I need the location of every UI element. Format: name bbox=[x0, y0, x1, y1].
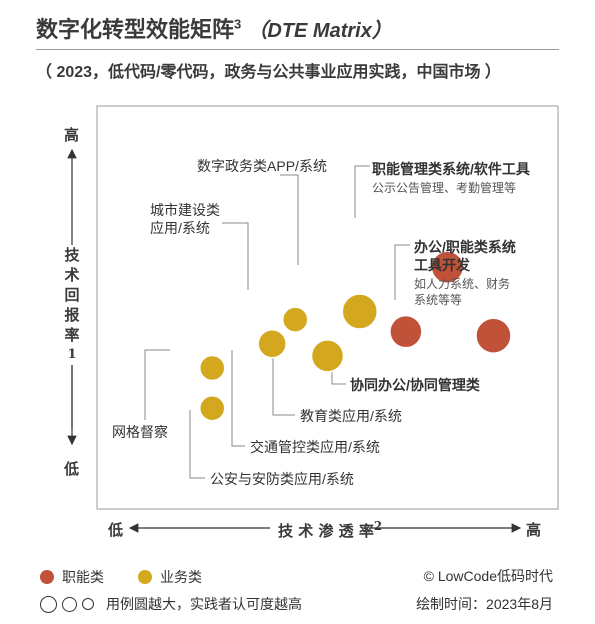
bubble-label-1: 工具开发 bbox=[414, 257, 471, 273]
bubble-7 bbox=[199, 354, 226, 382]
connector-lines bbox=[144, 165, 410, 479]
legend-biz: 业务类 bbox=[138, 567, 202, 587]
y-axis-label-char: 率 bbox=[64, 326, 80, 344]
y-axis-low: 低 bbox=[64, 460, 80, 478]
legend-biz-label: 业务类 bbox=[160, 569, 202, 585]
bubble-8 bbox=[199, 395, 226, 422]
bubble-3 bbox=[341, 293, 379, 330]
bubble-label-3: 数字政务类APP/系统 bbox=[197, 158, 327, 174]
y-axis-label-char: 术 bbox=[64, 266, 80, 284]
bubble-4 bbox=[281, 306, 309, 333]
page-subtitle: （ 2023，低代码/零代码，政务与公共事业应用实践，中国市场 ） bbox=[36, 64, 501, 81]
y-axis-label-char: 报 bbox=[64, 306, 80, 324]
legend-circle-medium-icon bbox=[62, 596, 77, 612]
bubble-label-5: 教育类应用/系统 bbox=[300, 408, 402, 424]
legend-job-swatch bbox=[40, 570, 54, 584]
legend-size-note: 用例圆越大，实践者认可度越高 bbox=[106, 596, 302, 612]
title-divider bbox=[36, 49, 559, 50]
title-text: 数字化转型效能矩阵 bbox=[36, 17, 235, 42]
title-superscript: 3 bbox=[234, 16, 242, 32]
connector-7 bbox=[144, 349, 170, 420]
x-axis-label: 技 术 渗 透 率2 bbox=[278, 519, 382, 541]
connector-1 bbox=[394, 244, 410, 300]
x-axis-label-text: 技 术 渗 透 率 bbox=[278, 522, 374, 540]
connector-4 bbox=[222, 222, 249, 290]
connector-3 bbox=[280, 174, 299, 265]
bubble-2 bbox=[389, 314, 423, 349]
y-axis-label-char: 技 bbox=[64, 246, 80, 264]
bubble-6 bbox=[257, 329, 287, 359]
legend-circle-small-icon bbox=[82, 598, 94, 610]
copyright: © LowCode低码时代 bbox=[423, 568, 553, 584]
y-axis-high: 高 bbox=[64, 126, 80, 144]
bubble-label-4: 应用/系统 bbox=[150, 220, 210, 236]
legend-job-label: 职能类 bbox=[62, 569, 104, 585]
y-axis-superscript: 1 bbox=[67, 347, 77, 362]
y-axis-label: 技术回报率 1 bbox=[60, 245, 84, 365]
legend-circle-large-icon bbox=[40, 595, 57, 613]
x-axis-high: 高 bbox=[526, 521, 542, 539]
connector-5 bbox=[272, 355, 295, 416]
bubble-note-0: 公示公告管理、考勤管理等 bbox=[372, 180, 516, 195]
x-axis-low: 低 bbox=[108, 521, 124, 539]
bubble-0 bbox=[430, 250, 465, 284]
y-axis-label-char: 回 bbox=[64, 286, 80, 304]
connector-6 bbox=[231, 350, 245, 447]
bubble-5 bbox=[310, 339, 345, 373]
bubble-label-0: 职能管理类系统/软件工具 bbox=[372, 161, 530, 177]
label-layer: 职能管理类系统/软件工具公示公告管理、考勤管理等办公/职能类系统工具开发如人力系… bbox=[112, 158, 530, 487]
legend-job: 职能类 bbox=[40, 567, 104, 587]
connector-0 bbox=[354, 165, 370, 218]
draw-date: 绘制时间：2023年8月 bbox=[416, 596, 553, 612]
bubble-label-7: 网格督察 bbox=[112, 424, 168, 440]
page-title: 数字化转型效能矩阵3 （DTE Matrix） bbox=[36, 12, 392, 44]
legend-size: 用例圆越大，实践者认可度越高 bbox=[40, 594, 302, 614]
connector-8 bbox=[189, 410, 205, 479]
x-axis-superscript: 2 bbox=[373, 519, 383, 533]
bubble-note-1: 如人力系统、财务 bbox=[414, 276, 510, 291]
legend-biz-swatch bbox=[138, 570, 152, 584]
bubble-label-6: 交通管控类应用/系统 bbox=[250, 439, 380, 455]
bubble-1 bbox=[475, 317, 512, 354]
bubble-label-2: 协同办公/协同管理类 bbox=[350, 377, 481, 393]
plot-frame bbox=[96, 105, 559, 510]
bubble-layer bbox=[199, 250, 512, 422]
bubble-label-8: 公安与安防类应用/系统 bbox=[210, 471, 354, 487]
bubble-label-1: 办公/职能类系统 bbox=[414, 239, 516, 255]
bubble-label-4: 城市建设类 bbox=[150, 202, 220, 218]
bubble-note-1: 系统等等 bbox=[414, 293, 462, 307]
title-english: （DTE Matrix） bbox=[247, 20, 392, 42]
